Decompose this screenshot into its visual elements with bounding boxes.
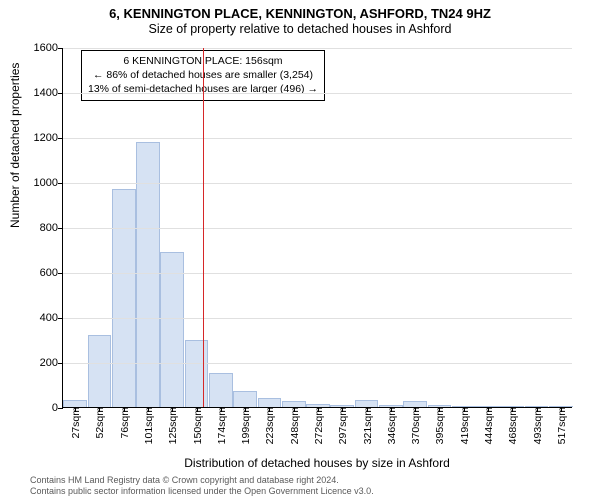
chart-title: 6, KENNINGTON PLACE, KENNINGTON, ASHFORD… [0, 6, 600, 21]
histogram-bar [112, 189, 136, 407]
gridline [63, 363, 572, 364]
xtick-label: 468sqm [505, 407, 519, 444]
ytick-label: 1600 [34, 42, 63, 54]
histogram-bar [185, 340, 209, 408]
reference-line [203, 48, 204, 407]
histogram-bar [355, 400, 379, 407]
xtick-label: 125sqm [165, 407, 179, 444]
xtick-label: 52sqm [92, 407, 106, 439]
ytick-label: 1200 [34, 132, 63, 144]
attribution: Contains HM Land Registry data © Crown c… [30, 475, 374, 496]
xtick-label: 101sqm [141, 407, 155, 444]
ytick-label: 600 [40, 267, 63, 279]
ytick-label: 200 [40, 357, 63, 369]
xtick-label: 444sqm [481, 407, 495, 444]
ytick-label: 800 [40, 222, 63, 234]
gridline [63, 318, 572, 319]
xtick-label: 199sqm [238, 407, 252, 444]
xtick-label: 272sqm [311, 407, 325, 444]
histogram-bar [160, 252, 184, 407]
ytick-label: 1000 [34, 177, 63, 189]
gridline [63, 228, 572, 229]
xtick-label: 297sqm [335, 407, 349, 444]
xtick-label: 27sqm [68, 407, 82, 439]
xtick-label: 150sqm [190, 407, 204, 444]
attribution-line: Contains public sector information licen… [30, 486, 374, 496]
histogram-bar [258, 398, 282, 407]
xtick-label: 248sqm [287, 407, 301, 444]
gridline [63, 273, 572, 274]
histogram-bar [136, 142, 160, 408]
attribution-line: Contains HM Land Registry data © Crown c… [30, 475, 374, 485]
xtick-label: 370sqm [408, 407, 422, 444]
property-size-histogram: 6, KENNINGTON PLACE, KENNINGTON, ASHFORD… [0, 0, 600, 500]
xtick-label: 76sqm [117, 407, 131, 439]
x-axis-label: Distribution of detached houses by size … [62, 456, 572, 470]
ytick-label: 400 [40, 312, 63, 324]
title-block: 6, KENNINGTON PLACE, KENNINGTON, ASHFORD… [0, 0, 600, 36]
xtick-label: 493sqm [530, 407, 544, 444]
gridline [63, 93, 572, 94]
chart-subtitle: Size of property relative to detached ho… [0, 22, 600, 36]
xtick-label: 395sqm [432, 407, 446, 444]
gridline [63, 48, 572, 49]
ytick-label: 0 [52, 402, 63, 414]
xtick-label: 174sqm [214, 407, 228, 444]
plot-area: 6 KENNINGTON PLACE: 156sqm ← 86% of deta… [62, 48, 572, 408]
xtick-label: 223sqm [262, 407, 276, 444]
histogram-bar [209, 373, 233, 407]
histogram-bar [88, 335, 112, 407]
gridline [63, 138, 572, 139]
histogram-bar [233, 391, 257, 407]
xtick-label: 321sqm [360, 407, 374, 444]
ytick-label: 1400 [34, 87, 63, 99]
xtick-label: 419sqm [457, 407, 471, 444]
xtick-label: 346sqm [384, 407, 398, 444]
gridline [63, 183, 572, 184]
y-axis-label: Number of detached properties [8, 63, 22, 228]
xtick-label: 517sqm [554, 407, 568, 444]
